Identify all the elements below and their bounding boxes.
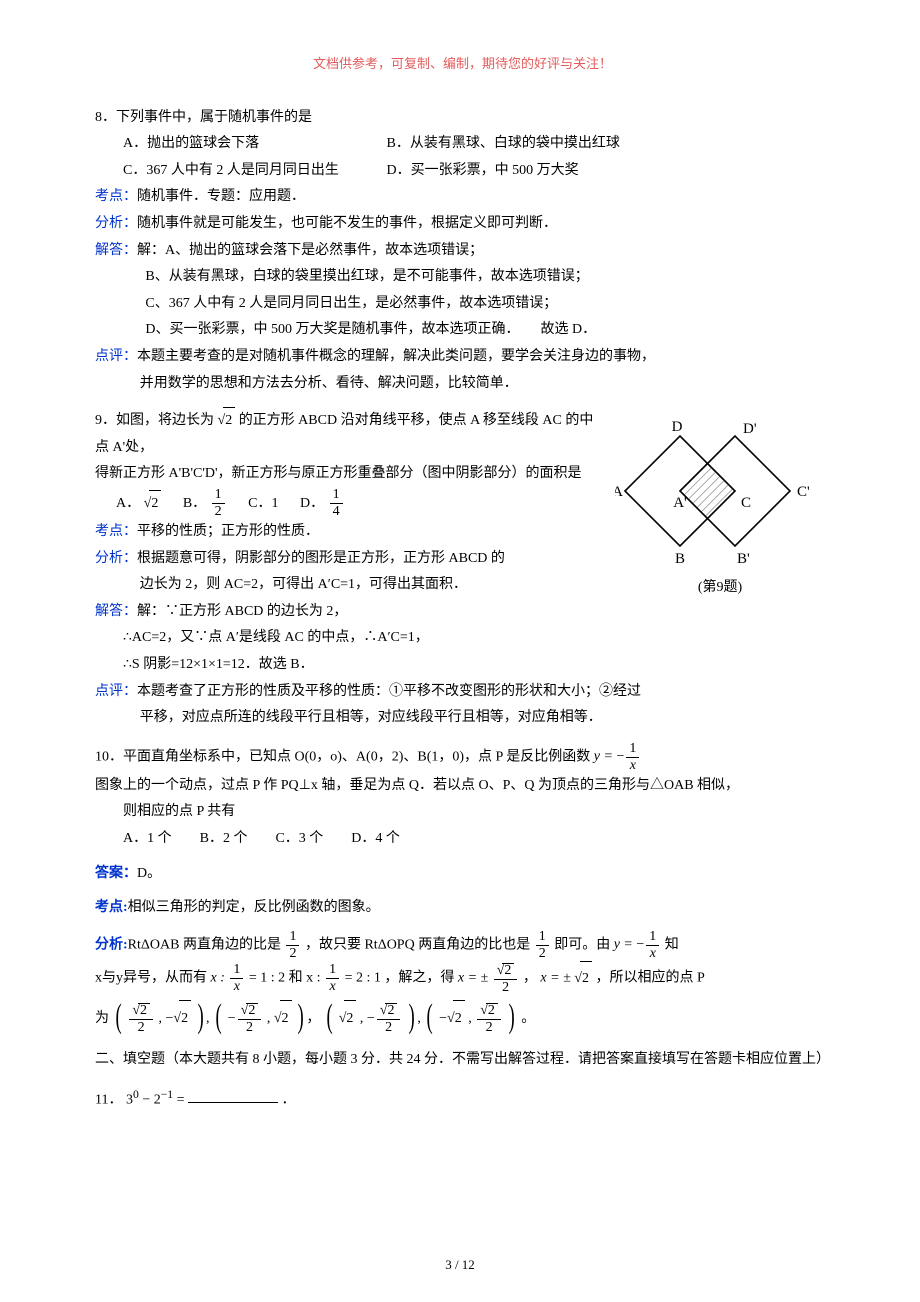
- q8-opt-d: D．买一张彩票，中 500 万大奖: [387, 158, 579, 185]
- page: 文档供参考，可复制、编制，期待您的好评与关注！ 8．下列事件中，属于随机事件的是…: [0, 0, 920, 1302]
- q8-jieda-a: 解答：解：A、抛出的篮球会落下是必然事件，故本选项错误；: [95, 238, 830, 265]
- q9-stem-a: 9．如图，将边长为: [95, 413, 214, 428]
- y-eq-neg-1-over-x: y = −1x: [594, 749, 642, 764]
- coord-4: ( −√2 , √22 ): [424, 1000, 517, 1037]
- q9-jieda-l1: 解答：解：∵正方形 ABCD 的边长为 2，: [95, 599, 830, 626]
- q8-dianping-l1: 点评：本题主要考查的是对随机事件概念的理解，解决此类问题，要学会关注身边的事物，: [95, 344, 830, 371]
- q9-figure-caption: (第9题): [610, 575, 830, 602]
- lbl-Ap: A': [673, 495, 687, 511]
- q10-fenxi-l2: x与y异号，从而有 x : 1x = 1 : 2 和 x : 1x = 2 : …: [95, 961, 830, 996]
- coord-3: ( √2 , −√22 ): [324, 1000, 417, 1037]
- q8-jieda-d: D、买一张彩票，中 500 万大奖是随机事件，故本选项正确． 故选 D．: [95, 317, 830, 344]
- q8-kaodian-text: 随机事件．专题：应用题．: [137, 189, 305, 204]
- q11: 11． 30 − 2−1 = ．: [95, 1084, 830, 1114]
- label-kaodian: 考点：: [95, 189, 137, 204]
- label-jieda: 解答：: [95, 243, 137, 258]
- q9-dp-l1: 点评：本题考查了正方形的性质及平移的性质：①平移不改变图形的形状和大小；②经过: [95, 679, 830, 706]
- lbl-C: C: [741, 495, 751, 511]
- lbl-A: A: [615, 484, 623, 500]
- lbl-B: B: [675, 551, 685, 567]
- q10-stem-l2: 图象上的一个动点，过点 P 作 PQ⊥x 轴，垂足为点 Q．若以点 O、P、Q …: [95, 773, 830, 800]
- lbl-Cp: C': [797, 484, 810, 500]
- q8-fenxi: 分析：随机事件就是可能发生，也可能不发生的事件，根据定义即可判断．: [95, 211, 830, 238]
- page-number: 3 / 12: [0, 1253, 920, 1278]
- q9-jieda-l3: ∴S 阴影=12×1×1=12．故选 B．: [95, 652, 830, 679]
- q10-opts: A．1 个 B．2 个 C．3 个 D．4 个: [95, 826, 830, 853]
- q8-dianping-l2: 并用数学的思想和方法去分析、看待、解决问题，比较简单．: [95, 371, 830, 398]
- q8-kaodian: 考点：随机事件．专题：应用题．: [95, 184, 830, 211]
- label-fenxi: 分析：: [95, 216, 137, 231]
- fraction-quarter: 14: [330, 488, 343, 519]
- q9-opt-b: B． 12: [183, 496, 230, 511]
- q8-opt-c: C．367 人中有 2 人是同月同日出生: [123, 158, 383, 185]
- lbl-Bp: B': [737, 551, 750, 567]
- sqrt-icon: √2: [218, 407, 236, 435]
- q8-opt-b: B．从装有黑球、白球的袋中摸出红球: [387, 131, 620, 158]
- q8-opts-row2: C．367 人中有 2 人是同月同日出生 D．买一张彩票，中 500 万大奖: [95, 158, 830, 185]
- q10-fenxi-l1: 分析:RtΔOAB 两直角边的比是 12 ，故只要 RtΔOPQ 两直角边的比也…: [95, 930, 830, 962]
- q9-opt-d: D． 14: [300, 496, 345, 511]
- q8-fenxi-text: 随机事件就是可能发生，也可能不发生的事件，根据定义即可判断．: [137, 216, 557, 231]
- q8-jieda-b: B、从装有黑球，白球的袋里摸出红球，是不可能事件，故本选项错误；: [95, 264, 830, 291]
- q9-jieda-l2: ∴AC=2，又∵点 A′是线段 AC 的中点，∴A′C=1，: [95, 625, 830, 652]
- q10-stem-l1: 10．平面直角坐标系中，已知点 O(0，o)、A(0，2)、B(1，0)，点 P…: [95, 742, 830, 773]
- y-eq-neg-1-over-x-2: y = −1x: [614, 937, 665, 952]
- q8-jieda-c: C、367 人中有 2 人是同月同日出生，是必然事件，故本选项错误；: [95, 291, 830, 318]
- q10-coords: 为 ( √22 , −√2 ) , ( −√22 , √2 ) ， ( √2 ,…: [95, 996, 830, 1037]
- header-note: 文档供参考，可复制、编制，期待您的好评与关注！: [95, 52, 830, 77]
- section2-title: 二、填空题（本大题共有 8 小题，每小题 3 分．共 24 分．不需写出解答过程…: [95, 1047, 830, 1074]
- fill-blank: [188, 1088, 278, 1103]
- fraction-half: 12: [212, 488, 225, 519]
- q8-opts-row1: A．抛出的篮球会下落 B．从装有黑球、白球的袋中摸出红球: [95, 131, 830, 158]
- lbl-Dp: D': [743, 421, 757, 437]
- q9-dp-l2: 平移，对应点所连的线段平行且相等，对应线段平行且相等，对应角相等．: [95, 705, 830, 732]
- coord-1: ( √22 , −√2 ): [113, 1000, 206, 1037]
- q9-opt-c: C．1: [248, 496, 278, 511]
- q10-stem-l3: 则相应的点 P 共有: [95, 799, 830, 826]
- lbl-D: D: [672, 419, 683, 435]
- sqrt-icon: √2: [144, 490, 162, 518]
- q10-kaodian: 考点:相似三角形的判定，反比例函数的图象。: [95, 895, 830, 922]
- q8-opt-a: A．抛出的篮球会下落: [123, 131, 383, 158]
- q10-answer: 答案：D。: [95, 861, 830, 888]
- coord-2: ( −√22 , √2 ): [213, 1000, 306, 1037]
- q8-stem: 8．下列事件中，属于随机事件的是: [95, 105, 830, 132]
- q9-diagram-svg: D D' A A' C C' B B': [615, 411, 825, 571]
- label-dianping: 点评：: [95, 349, 137, 364]
- q9-figure: D D' A A' C C' B B' (第9题): [610, 411, 830, 602]
- q9-opt-a: A． √2: [116, 496, 165, 511]
- q8-jieda-head: 解：A、抛出的篮球会落下是必然事件，故本选项错误；: [137, 243, 483, 258]
- q8-dp-l1: 本题主要考查的是对随机事件概念的理解，解决此类问题，要学会关注身边的事物，: [137, 349, 655, 364]
